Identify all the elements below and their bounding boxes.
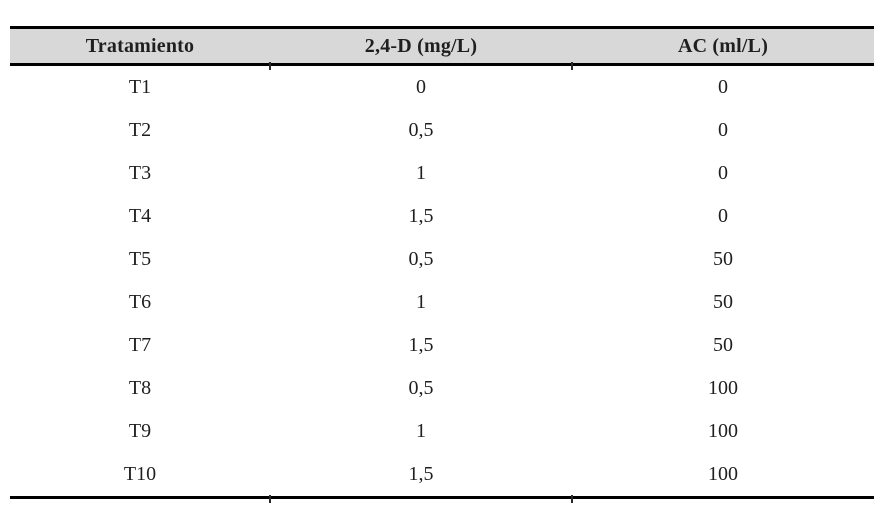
- table-row: T2 0,5 0: [10, 109, 874, 152]
- cell-24d-dose: 1: [416, 291, 426, 313]
- cell-ac-dose: 0: [718, 205, 728, 227]
- column-divider-tick: [571, 62, 573, 70]
- cell-tratamiento: T8: [128, 377, 152, 399]
- cell-tratamiento: T1: [128, 76, 152, 98]
- table-row: T7 1,5 50: [10, 324, 874, 367]
- cell-ac-dose: 0: [718, 162, 728, 184]
- cell-ac-dose: 100: [572, 453, 874, 499]
- cell-24d-dose: 1,5: [270, 453, 572, 499]
- cell-tratamiento: T9: [128, 420, 152, 442]
- cell-ac-dose: 50: [713, 248, 733, 270]
- cell-ac-dose: 0: [718, 76, 728, 98]
- table-row: T8 0,5 100: [10, 367, 874, 410]
- cell-24d-dose: 0,5: [408, 248, 434, 270]
- column-header-tratamiento: Tratamiento: [10, 26, 270, 66]
- cell-tratamiento: T2: [128, 119, 152, 141]
- column-divider-tick: [269, 62, 271, 70]
- cell-24d-dose: 0,5: [408, 377, 434, 399]
- table-row: T5 0,5 50: [10, 238, 874, 281]
- cell-24d-dose: 0: [416, 76, 426, 98]
- treatments-table: Tratamiento 2,4-D (mg/L) AC (ml/L) T1 0 0 T…: [10, 26, 874, 499]
- treatments-table-figure: Tratamiento 2,4-D (mg/L) AC (ml/L) T1 0 0 T…: [10, 26, 874, 503]
- table-header-row: Tratamiento 2,4-D (mg/L) AC (ml/L): [10, 26, 874, 66]
- cell-ac-dose: 50: [713, 291, 733, 313]
- cell-ac-dose: 50: [713, 334, 733, 356]
- cell-ac-dose: 100: [708, 420, 738, 442]
- cell-ac-dose: 100: [708, 377, 738, 399]
- cell-tratamiento: T4: [128, 205, 152, 227]
- cell-tratamiento: T5: [128, 248, 152, 270]
- cell-24d-dose: 1,5: [408, 334, 434, 356]
- cell-tratamiento: T3: [128, 162, 152, 184]
- cell-tratamiento: T7: [128, 334, 152, 356]
- table-row: T4 1,5 0: [10, 195, 874, 238]
- cell-ac-dose: 0: [718, 119, 728, 141]
- table-row: T10 1,5 100: [10, 453, 874, 499]
- cell-tratamiento: T6: [128, 291, 152, 313]
- table-row: T1 0 0: [10, 65, 874, 110]
- column-header-ac-ml-l: AC (ml/L): [572, 26, 874, 66]
- column-divider-tick: [571, 495, 573, 503]
- cell-24d-dose: 1,5: [408, 205, 434, 227]
- table-body: T1 0 0 T2 0,5 0 T3 1 0 T4 1,5 0 T5 0,5 50 T6 1 50 T7 1,5 50 T…: [10, 65, 874, 499]
- column-header-24d-mg-l: 2,4-D (mg/L): [270, 26, 572, 66]
- cell-24d-dose: 1: [416, 162, 426, 184]
- cell-24d-dose: 1: [416, 420, 426, 442]
- cell-tratamiento: T10: [10, 453, 270, 499]
- table-row: T3 1 0: [10, 152, 874, 195]
- table-row: T9 1 100: [10, 410, 874, 453]
- column-divider-tick: [269, 495, 271, 503]
- cell-24d-dose: 0,5: [408, 119, 434, 141]
- table-row: T6 1 50: [10, 281, 874, 324]
